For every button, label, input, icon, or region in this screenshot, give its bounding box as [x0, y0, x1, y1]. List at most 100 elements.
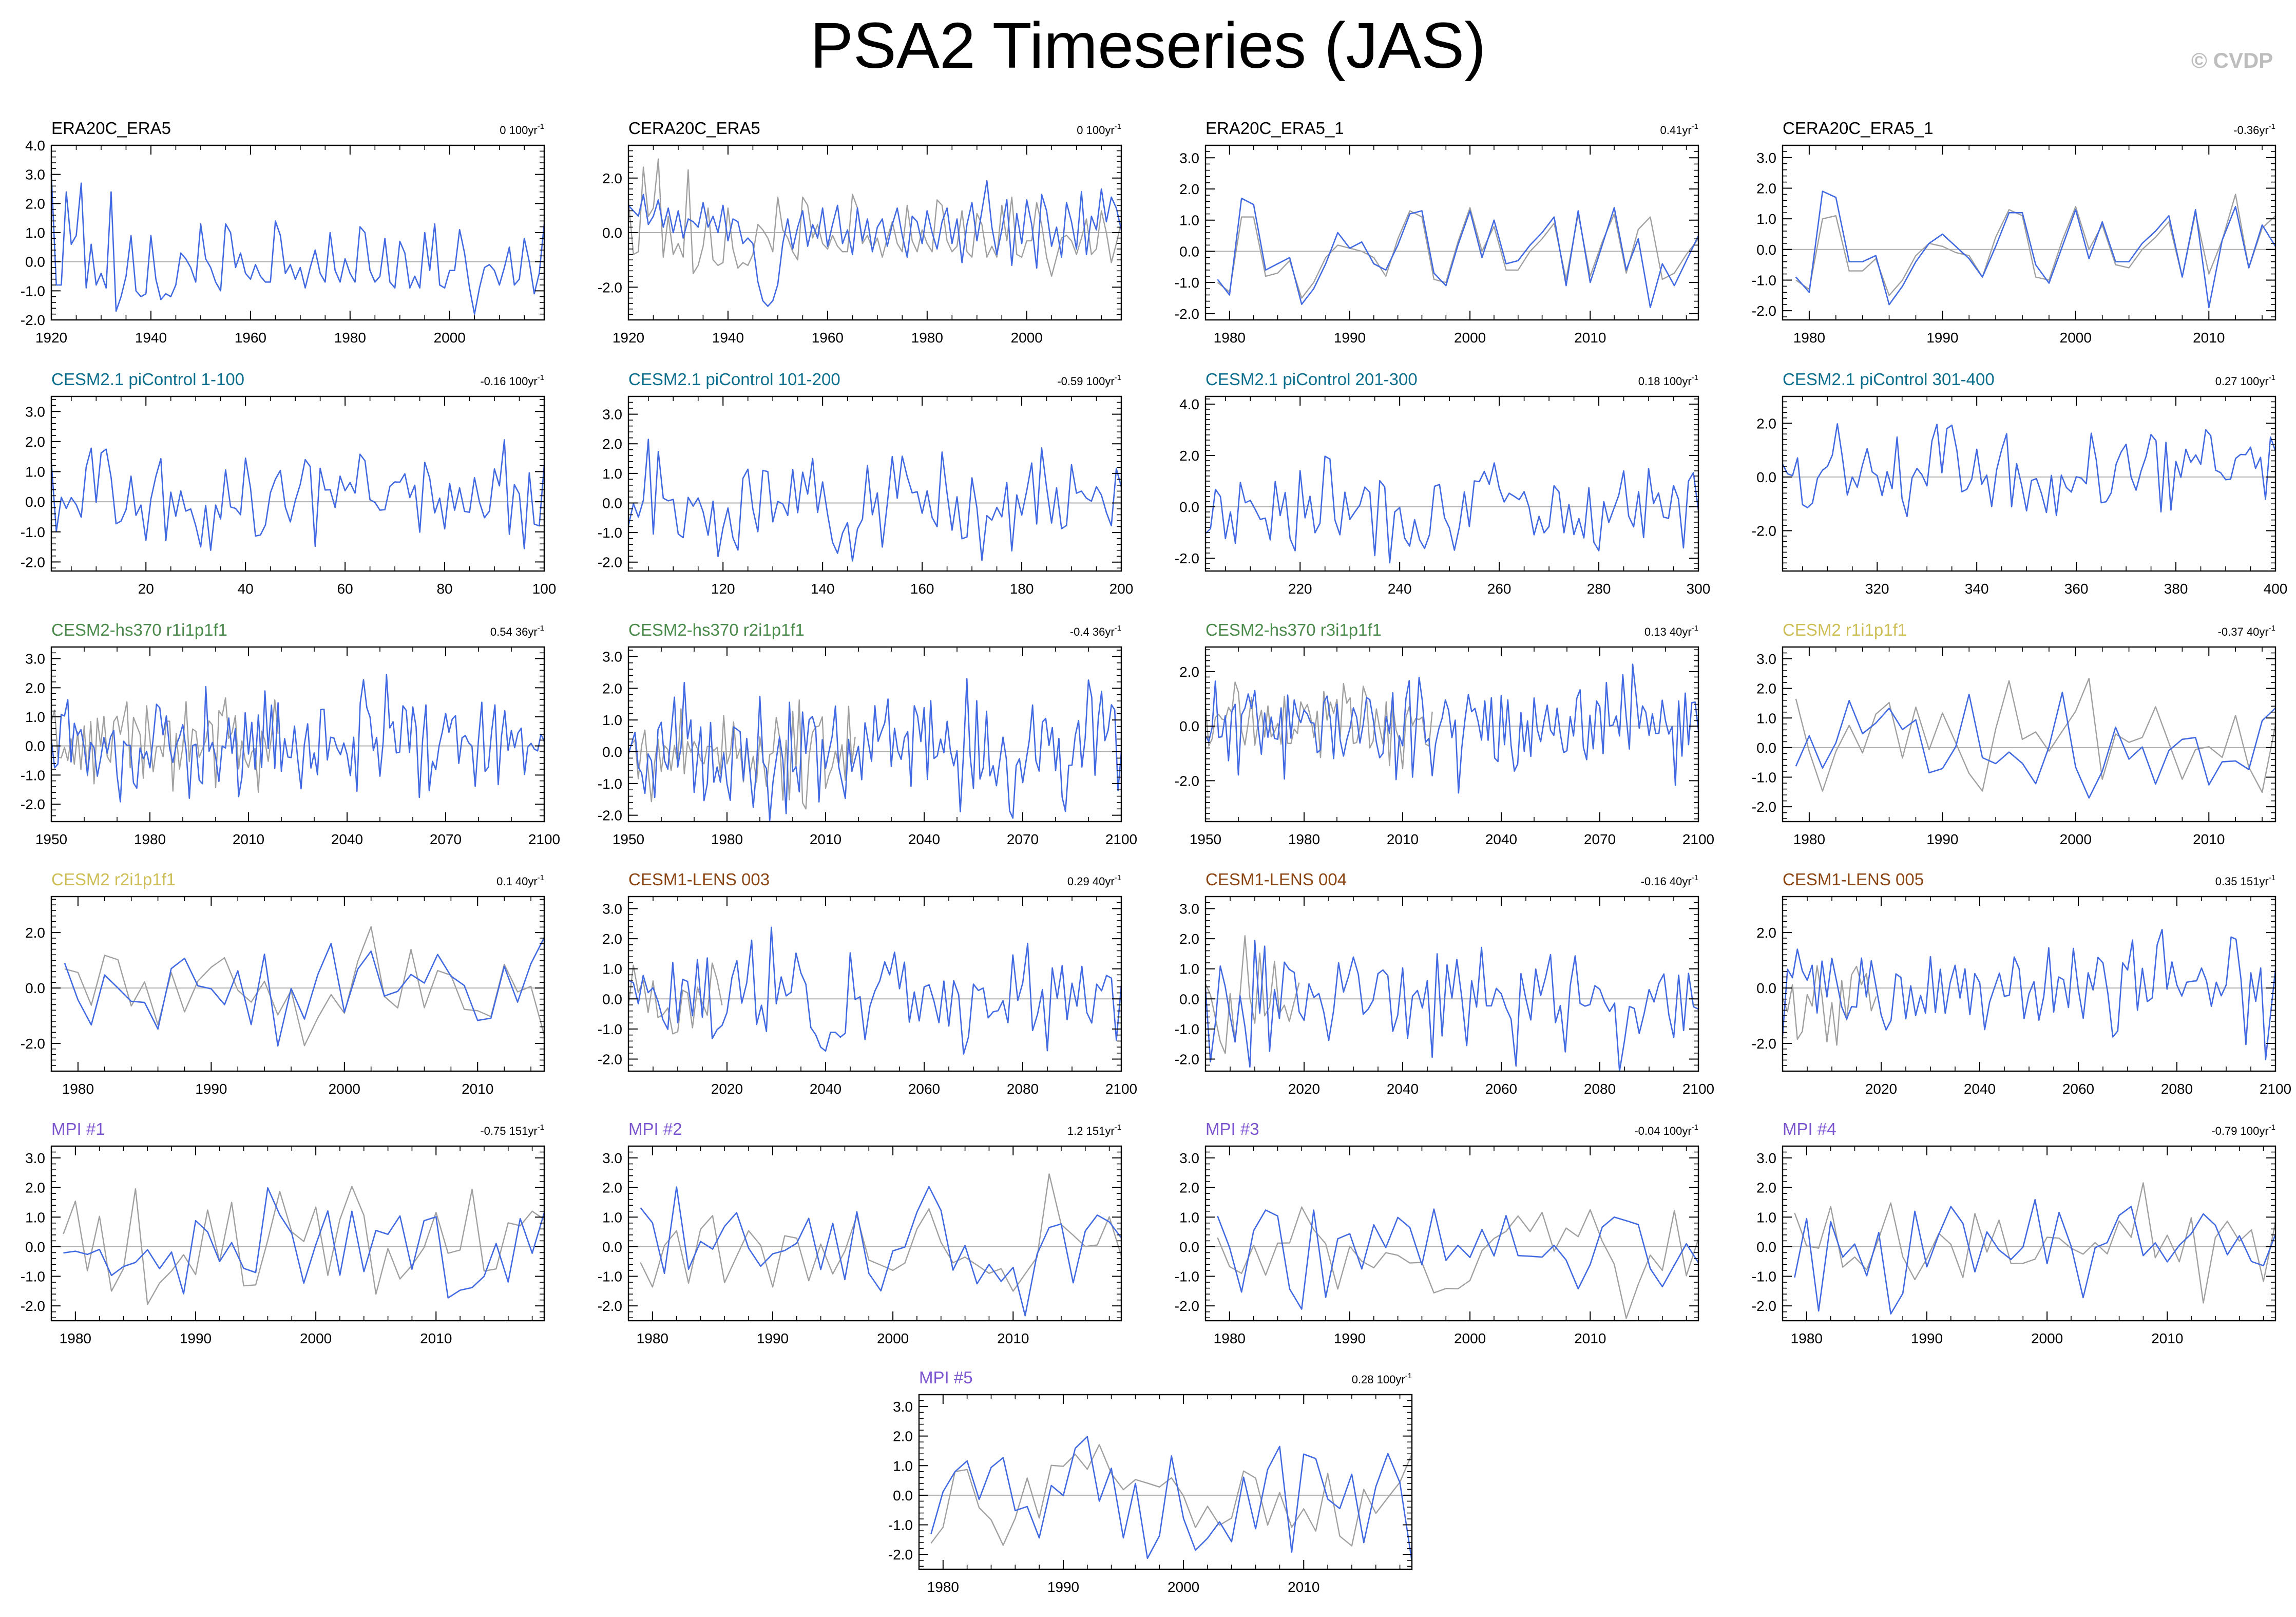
y-tick-label: 2.0 [25, 196, 45, 212]
x-tick-label: 2040 [810, 1081, 841, 1097]
trend-label: -0.75 151yr-1 [480, 1123, 544, 1137]
panel-title: CESM1-LENS 004 [1206, 870, 1347, 889]
x-tick-label: 380 [2164, 581, 2188, 597]
y-tick-label: 0.0 [25, 494, 45, 510]
x-tick-label: 1980 [334, 330, 366, 346]
x-tick-label: 2010 [462, 1081, 493, 1097]
y-tick-label: 1.0 [602, 1209, 622, 1225]
axes-frame [50, 646, 545, 823]
panel-title: MPI #3 [1206, 1119, 1259, 1138]
x-tick-label: 1990 [180, 1330, 212, 1346]
series-line-reference [1795, 194, 2276, 296]
x-tick-label: 2040 [1485, 831, 1517, 847]
x-tick-label: 1950 [1190, 831, 1221, 847]
series-line-reference [1217, 1206, 1699, 1319]
panel-title: CERA20C_ERA5_1 [1783, 119, 1934, 138]
x-tick-label: 1920 [613, 330, 644, 346]
x-tick-label: 1980 [911, 330, 943, 346]
y-tick-label: 2.0 [25, 434, 45, 450]
series-line-reference [1204, 935, 1300, 1054]
x-tick-label: 2070 [1584, 831, 1616, 847]
series-line-model [1795, 691, 2276, 799]
axes-frame [627, 646, 1122, 823]
y-tick-label: 1.0 [1756, 211, 1776, 227]
y-tick-label: -2.0 [21, 1298, 45, 1314]
x-tick-label: 2000 [300, 1330, 332, 1346]
panel-title: CESM2 r1i1p1f1 [1783, 620, 1907, 639]
x-tick-label: 1980 [637, 1330, 668, 1346]
x-tick-label: 1980 [134, 831, 166, 847]
axes-frame [1204, 1145, 1699, 1322]
x-tick-label: 300 [1687, 581, 1711, 597]
trend-label: -0.79 100yr-1 [2211, 1123, 2275, 1137]
x-tick-label: 1990 [1047, 1579, 1079, 1595]
y-tick-label: 3.0 [602, 649, 622, 665]
y-tick-label: 2.0 [602, 436, 622, 452]
series-line-model [1782, 928, 2276, 1060]
x-tick-label: 120 [711, 581, 735, 597]
y-tick-label: 3.0 [25, 404, 45, 420]
y-tick-label: 0.0 [1179, 1239, 1199, 1255]
x-tick-label: 1990 [1334, 1330, 1366, 1346]
series-line-model [628, 180, 1122, 307]
y-tick-label: -2.0 [598, 1298, 622, 1314]
y-tick-label: 0.0 [602, 495, 622, 511]
y-tick-label: 2.0 [602, 1180, 622, 1196]
axes-frame [627, 395, 1122, 572]
y-tick-label: 1.0 [25, 464, 45, 480]
y-tick-label: 2.0 [25, 925, 45, 941]
x-tick-label: 1990 [1926, 330, 1958, 346]
y-tick-label: -1.0 [1175, 1269, 1199, 1285]
trend-label: 0.28 100yr-1 [1352, 1372, 1412, 1386]
y-tick-label: -1.0 [21, 524, 45, 540]
x-tick-label: 1980 [60, 1330, 91, 1346]
y-tick-label: -2.0 [598, 279, 622, 295]
x-tick-label: 2020 [1288, 1081, 1320, 1097]
y-tick-label: -2.0 [1752, 799, 1776, 815]
y-tick-label: -2.0 [21, 1036, 45, 1052]
trend-label: 1.2 151yr-1 [1067, 1123, 1121, 1137]
y-tick-label: 3.0 [893, 1399, 913, 1415]
y-tick-label: 0.0 [602, 991, 622, 1007]
x-tick-label: 20 [138, 581, 154, 597]
y-tick-label: 2.0 [1756, 415, 1776, 431]
x-tick-label: 2010 [2151, 1330, 2183, 1346]
trend-label: -0.59 100yr-1 [1057, 373, 1121, 388]
axes-frame [1782, 646, 2276, 823]
x-tick-label: 2020 [1865, 1081, 1897, 1097]
y-tick-label: 1.0 [25, 709, 45, 725]
y-tick-label: 0.0 [1756, 740, 1776, 756]
axes-frame [1204, 896, 1699, 1072]
y-tick-label: 1.0 [1756, 710, 1776, 726]
y-tick-label: 4.0 [25, 138, 45, 154]
x-tick-label: 60 [337, 581, 353, 597]
y-tick-label: 0.0 [25, 738, 45, 754]
x-tick-label: 2010 [1288, 1579, 1319, 1595]
y-tick-label: -1.0 [888, 1517, 913, 1533]
y-tick-label: 0.0 [1179, 243, 1199, 259]
y-tick-label: 2.0 [1179, 448, 1199, 464]
y-tick-label: -2.0 [888, 1547, 913, 1563]
series-line-reference [1204, 681, 1433, 770]
y-tick-label: 2.0 [1179, 181, 1199, 197]
y-tick-label: 2.0 [602, 680, 622, 696]
y-tick-label: 1.0 [893, 1458, 913, 1474]
x-tick-label: 400 [2264, 581, 2288, 597]
x-tick-label: 1980 [1793, 831, 1825, 847]
x-tick-label: 2080 [2161, 1081, 2193, 1097]
y-tick-label: -1.0 [1752, 1269, 1776, 1285]
panel-title: MPI #5 [919, 1368, 973, 1387]
panel-title: CESM2 r2i1p1f1 [51, 870, 176, 889]
y-tick-label: 0.0 [602, 225, 622, 241]
x-tick-label: 1960 [235, 330, 266, 346]
y-tick-label: 3.0 [25, 1150, 45, 1166]
axes-frame [50, 896, 545, 1072]
x-tick-label: 200 [1109, 581, 1134, 597]
x-tick-label: 2100 [528, 831, 560, 847]
